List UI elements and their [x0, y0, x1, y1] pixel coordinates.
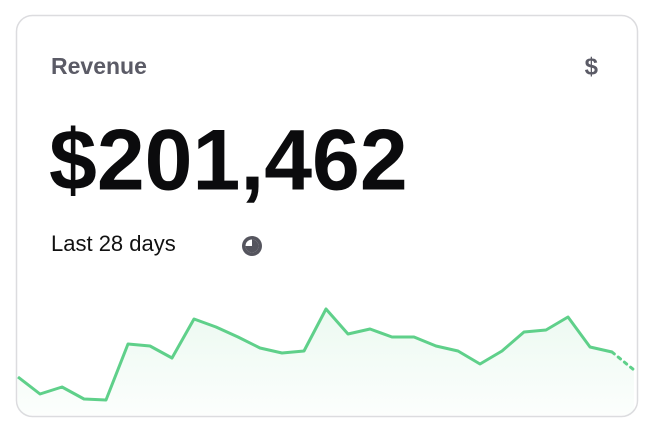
period-label: Last 28 days	[51, 231, 176, 256]
sparkline	[17, 307, 636, 415]
card	[15, 14, 639, 418]
clock-icon	[242, 236, 262, 256]
sparkline-line	[17, 307, 613, 402]
sparkline-area	[18, 309, 634, 415]
currency-icon: $	[585, 53, 599, 80]
sparkline-projection	[610, 350, 636, 372]
metric-value: $201,462	[49, 113, 408, 209]
card-title: Revenue	[51, 53, 147, 79]
